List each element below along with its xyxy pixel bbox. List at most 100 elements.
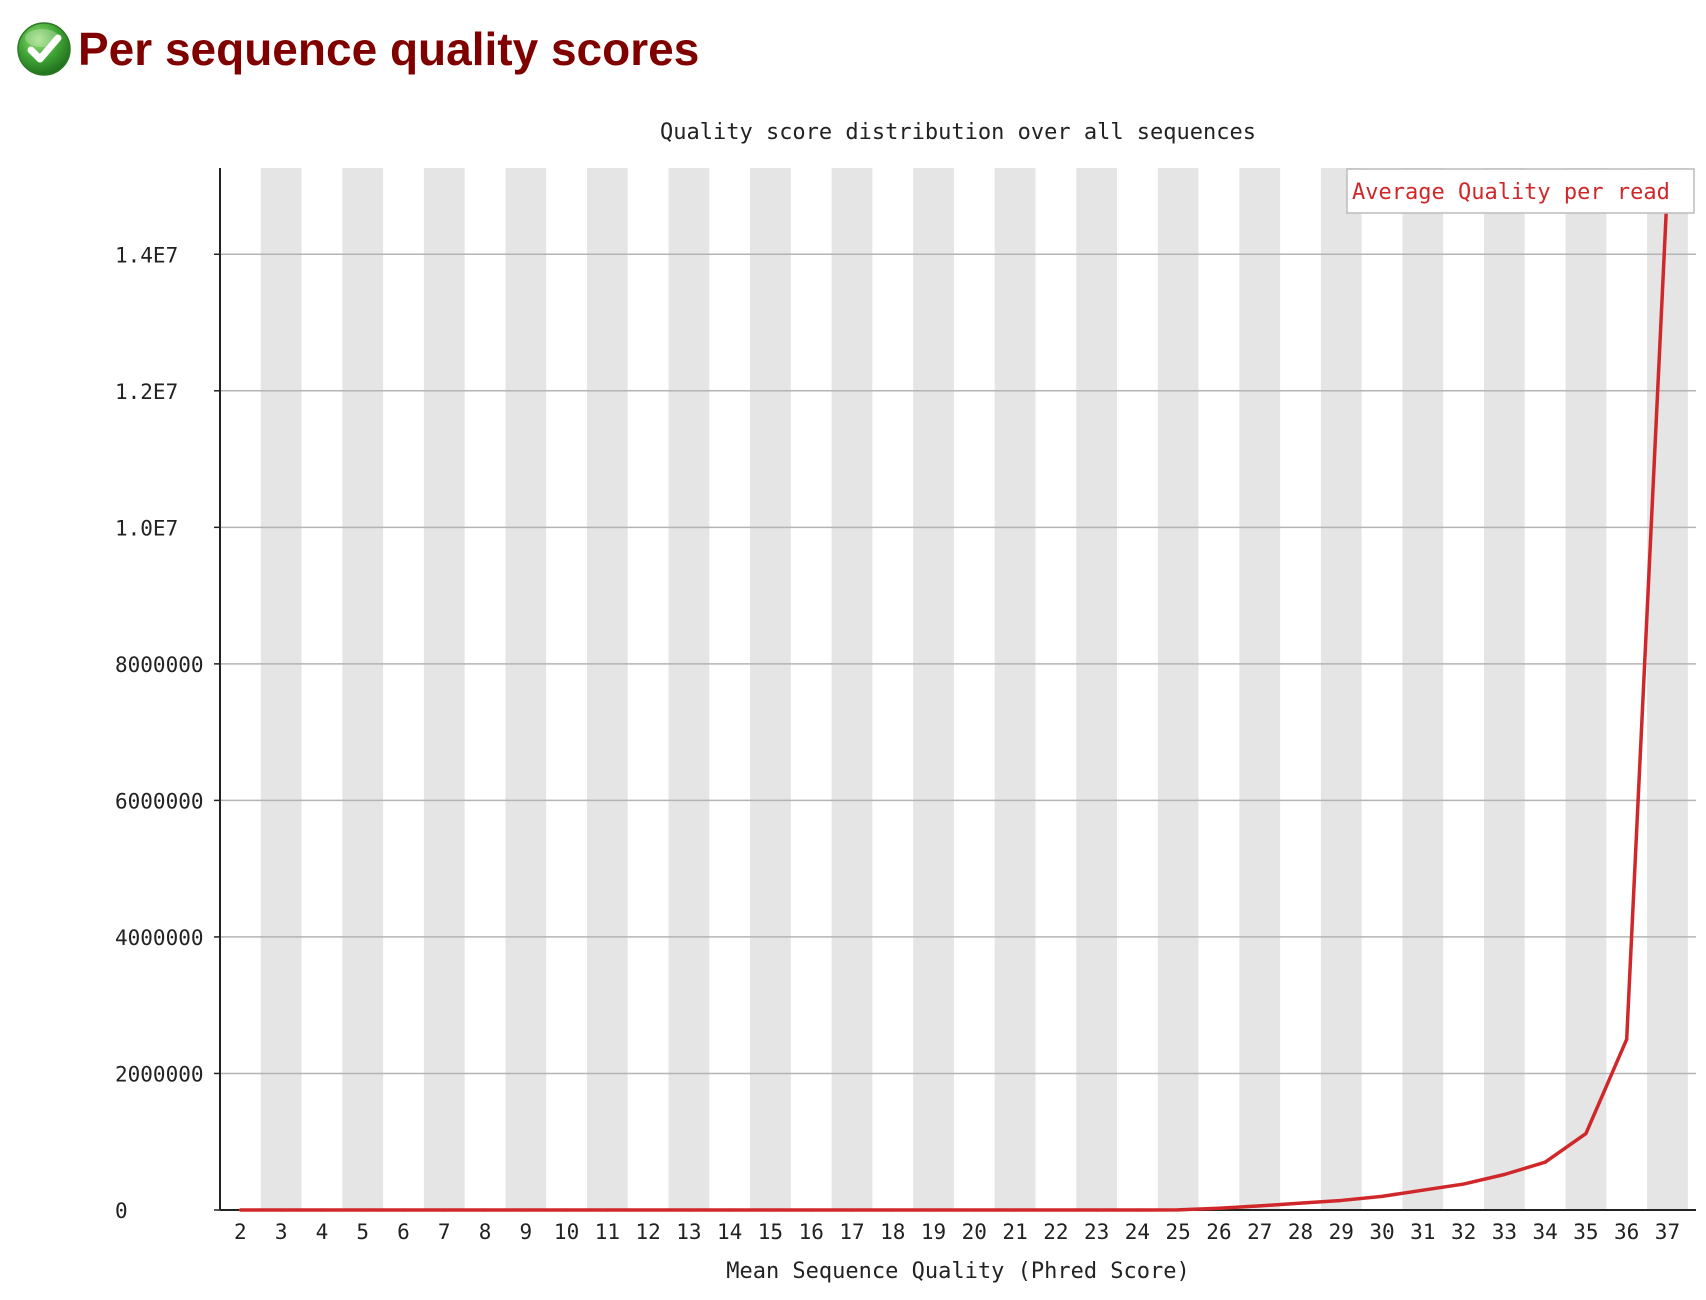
gridlines — [220, 253, 1696, 1075]
y-tick-label: 1.2E7 — [115, 380, 178, 404]
data-point — [1176, 1208, 1180, 1212]
x-tick-label: 10 — [554, 1220, 579, 1244]
x-tick-label: 28 — [1288, 1220, 1313, 1244]
data-point — [1135, 1208, 1140, 1212]
x-tick-label: 11 — [595, 1220, 620, 1244]
y-tick-label: 1.0E7 — [115, 516, 178, 540]
x-tick-label: 13 — [676, 1220, 701, 1244]
data-point — [1502, 1172, 1506, 1177]
x-tick-label: 25 — [1166, 1220, 1191, 1244]
band-35 — [1565, 168, 1607, 1210]
x-tick-label: 34 — [1532, 1220, 1557, 1244]
x-tick-label: 22 — [1043, 1220, 1068, 1244]
pass-check-icon — [17, 22, 71, 76]
band-7 — [423, 168, 465, 1210]
data-point — [1258, 1204, 1262, 1208]
data-point — [1298, 1201, 1303, 1205]
x-tick-labels: 2 3 4 5 6 7 8 9 10 11 12 13 14 15 16 17 18 19 20 21 22 23 24 25… — [234, 1220, 1680, 1244]
band-11 — [586, 168, 628, 1210]
band-23 — [1076, 168, 1118, 1210]
x-tick-label: 26 — [1206, 1220, 1231, 1244]
x-tick-label: 30 — [1369, 1220, 1394, 1244]
data-point — [728, 1208, 732, 1212]
x-tick-label: 8 — [479, 1220, 492, 1244]
band-13 — [668, 168, 710, 1210]
y-tick-label: 0 — [115, 1199, 128, 1223]
x-tick-label: 3 — [275, 1220, 288, 1244]
data-point — [1380, 1194, 1384, 1198]
data-point — [931, 1208, 936, 1212]
alternating-bands — [260, 168, 1688, 1210]
x-tick-label: 4 — [316, 1220, 329, 1244]
x-tick-label: 27 — [1247, 1220, 1272, 1244]
data-point — [768, 1208, 773, 1212]
legend-box — [1346, 168, 1695, 214]
band-27 — [1239, 168, 1281, 1210]
x-tick-label: 35 — [1573, 1220, 1598, 1244]
chart-title: Quality score distribution over all sequ… — [660, 120, 1256, 145]
x-axis-label: Mean Sequence Quality (Phred Score) — [726, 1259, 1190, 1284]
series-lines — [238, 184, 1670, 1212]
x-tick-label: 5 — [356, 1220, 369, 1244]
band-21 — [994, 168, 1036, 1210]
band-29 — [1320, 168, 1362, 1210]
data-point — [687, 1208, 691, 1212]
data-point — [483, 1208, 487, 1212]
band-31 — [1402, 168, 1444, 1210]
data-point — [238, 1208, 242, 1212]
band-5 — [342, 168, 384, 1210]
x-tick-label: 12 — [635, 1220, 660, 1244]
series-line-0 — [240, 185, 1670, 1212]
data-point — [1013, 1208, 1017, 1212]
data-point — [442, 1208, 446, 1212]
x-tick-label: 21 — [1002, 1220, 1027, 1244]
data-point — [1543, 1160, 1547, 1164]
data-point — [279, 1208, 283, 1212]
x-tick-label: 37 — [1655, 1220, 1680, 1244]
data-point — [1584, 1131, 1588, 1136]
x-tick-label: 14 — [717, 1220, 742, 1244]
x-tick-label: 36 — [1614, 1220, 1639, 1244]
data-point — [809, 1208, 813, 1212]
x-tick-label: 29 — [1329, 1220, 1354, 1244]
band-37 — [1647, 168, 1688, 1210]
data-point — [605, 1208, 609, 1212]
band-3 — [260, 168, 302, 1210]
x-tick-label: 33 — [1492, 1220, 1517, 1244]
y-tick-label: 4000000 — [115, 926, 204, 950]
quality-score-chart: 0 2000000 4000000 6000000 8000000 1.0E7 1.2E7 1… — [115, 120, 1696, 1284]
data-point — [1421, 1188, 1425, 1192]
data-point — [524, 1208, 528, 1212]
x-tick-label: 6 — [397, 1220, 410, 1244]
data-point — [850, 1208, 854, 1212]
band-19 — [913, 168, 954, 1210]
x-tick-label: 23 — [1084, 1220, 1109, 1244]
y-tick-label: 6000000 — [115, 789, 204, 813]
report-header: Per sequence quality scores — [16, 14, 699, 84]
legend: Average Quality per read — [1346, 168, 1695, 214]
page-title: Per sequence quality scores — [78, 23, 700, 75]
x-tick-label: 19 — [921, 1220, 946, 1244]
data-point — [1217, 1206, 1221, 1210]
data-point — [972, 1208, 976, 1212]
x-tick-label: 17 — [839, 1220, 864, 1244]
data-point — [891, 1208, 895, 1212]
data-point — [1095, 1208, 1099, 1212]
x-tick-label: 24 — [1125, 1220, 1150, 1244]
x-tick-label: 20 — [962, 1220, 987, 1244]
x-tick-label: 9 — [519, 1220, 532, 1244]
data-point — [1625, 1037, 1629, 1041]
y-tick-labels: 0 2000000 4000000 6000000 8000000 1.0E7 1.2E7 1… — [115, 243, 220, 1223]
data-point — [564, 1208, 569, 1212]
y-tick-label: 2000000 — [115, 1062, 204, 1086]
x-tick-label: 32 — [1451, 1220, 1476, 1244]
y-tick-label: 8000000 — [115, 653, 204, 677]
data-point — [1339, 1198, 1343, 1203]
x-tick-label: 16 — [799, 1220, 824, 1244]
data-point — [361, 1208, 365, 1212]
band-9 — [505, 168, 547, 1210]
y-tick-label: 1.4E7 — [115, 243, 178, 267]
data-point — [1054, 1208, 1058, 1212]
data-point — [646, 1208, 650, 1212]
data-point — [320, 1208, 324, 1212]
